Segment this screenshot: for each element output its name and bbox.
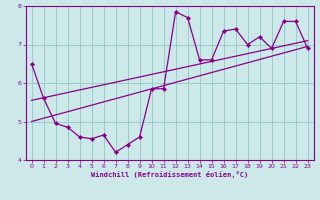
X-axis label: Windchill (Refroidissement éolien,°C): Windchill (Refroidissement éolien,°C)	[91, 171, 248, 178]
